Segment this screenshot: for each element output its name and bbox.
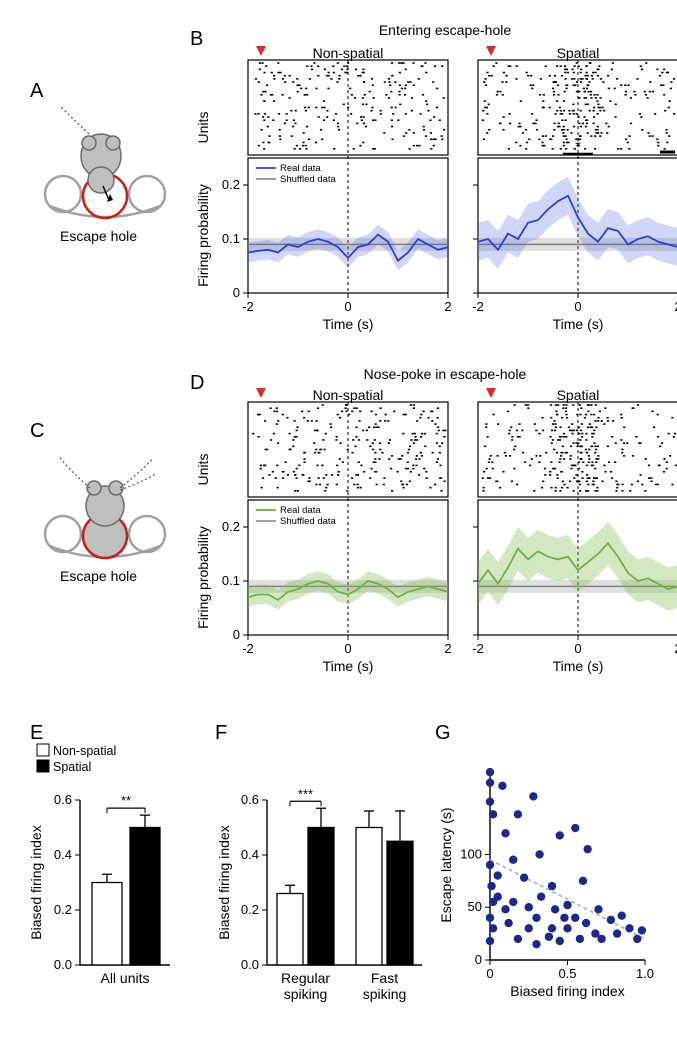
- svg-text:Spatial: Spatial: [557, 387, 600, 403]
- svg-text:Units: Units: [195, 454, 211, 486]
- svg-text:0.4: 0.4: [54, 847, 72, 862]
- escape-hole-label-C: Escape hole: [60, 568, 137, 584]
- svg-text:Regular: Regular: [281, 970, 330, 986]
- svg-text:Time (s): Time (s): [323, 316, 374, 332]
- svg-text:0.2: 0.2: [222, 177, 240, 192]
- svg-text:spiking: spiking: [284, 986, 328, 1002]
- panel-D-title: Nose-poke in escape-hole: [245, 366, 645, 382]
- svg-text:Time (s): Time (s): [553, 658, 604, 674]
- svg-text:Units: Units: [195, 112, 211, 144]
- svg-text:***: ***: [298, 786, 313, 801]
- svg-text:0: 0: [233, 627, 240, 642]
- svg-text:Real data: Real data: [280, 505, 321, 516]
- escape-hole-label-A: Escape hole: [60, 228, 137, 244]
- panel-E-chart: Non-spatial Spatial 0.0 0.2 0.4 0.6 Biased fir…: [25, 740, 210, 1020]
- svg-text:2: 2: [444, 641, 451, 656]
- svg-text:Non-spatial: Non-spatial: [313, 387, 384, 403]
- panel-F-chart: 0.0 0.2 0.4 0.6 Biased firing index *** Regula…: [215, 740, 430, 1020]
- svg-text:Biased firing index: Biased firing index: [28, 825, 44, 939]
- svg-text:Firing probability: Firing probability: [195, 526, 211, 629]
- svg-text:0.1: 0.1: [222, 573, 240, 588]
- figure-root: A B C D E F G Entering escape-hole Nose-…: [20, 20, 657, 1032]
- svg-text:0: 0: [475, 952, 482, 967]
- svg-text:0: 0: [344, 299, 351, 314]
- svg-text:0.0: 0.0: [54, 957, 72, 972]
- panel-D-charts: Units Firing probability Non-spatial 0 0.1 0.…: [190, 382, 660, 697]
- svg-text:50: 50: [468, 899, 482, 914]
- panel-B-charts: Units Firing probability Non-spatial 0 0.1 0.…: [190, 40, 660, 355]
- svg-text:Shuffled data: Shuffled data: [280, 516, 337, 527]
- svg-text:Non-spatial: Non-spatial: [313, 45, 384, 61]
- svg-text:Spatial: Spatial: [557, 45, 600, 61]
- svg-text:0: 0: [486, 966, 493, 981]
- svg-text:Spatial: Spatial: [53, 760, 91, 774]
- svg-text:spiking: spiking: [363, 986, 407, 1002]
- svg-text:100: 100: [460, 846, 482, 861]
- svg-text:0.2: 0.2: [222, 519, 240, 534]
- svg-text:Firing probability: Firing probability: [195, 184, 211, 287]
- svg-text:0: 0: [574, 641, 581, 656]
- svg-text:0.6: 0.6: [241, 792, 259, 807]
- svg-text:**: **: [121, 793, 131, 808]
- svg-text:1.0: 1.0: [636, 966, 654, 981]
- svg-text:2: 2: [444, 299, 451, 314]
- svg-text:Biased firing index: Biased firing index: [216, 825, 232, 939]
- svg-text:All units: All units: [100, 970, 149, 986]
- mouse-schematic-A: [25, 98, 180, 238]
- svg-text:-2: -2: [242, 299, 254, 314]
- svg-text:0.1: 0.1: [222, 231, 240, 246]
- svg-text:Biased firing index: Biased firing index: [510, 983, 624, 999]
- svg-text:0.4: 0.4: [241, 847, 259, 862]
- mouse-schematic-C: [25, 438, 180, 578]
- svg-text:*: *: [575, 138, 581, 154]
- svg-text:0.2: 0.2: [241, 902, 259, 917]
- panel-G-chart: 0 50 100 0 0.5 1.0 Escape latency (s) Biased fi…: [435, 740, 660, 1020]
- panel-B-title: Entering escape-hole: [245, 22, 645, 38]
- svg-text:0: 0: [344, 641, 351, 656]
- svg-text:Non-spatial: Non-spatial: [53, 744, 116, 758]
- svg-text:Fast: Fast: [371, 970, 398, 986]
- svg-text:0.2: 0.2: [54, 902, 72, 917]
- svg-text:Time (s): Time (s): [323, 658, 374, 674]
- svg-text:0.0: 0.0: [241, 957, 259, 972]
- svg-text:Shuffled data: Shuffled data: [280, 174, 337, 185]
- svg-text:0.5: 0.5: [558, 966, 576, 981]
- svg-text:-2: -2: [242, 641, 254, 656]
- svg-text:0: 0: [233, 285, 240, 300]
- svg-text:-2: -2: [472, 299, 484, 314]
- svg-text:0: 0: [574, 299, 581, 314]
- svg-text:Time (s): Time (s): [553, 316, 604, 332]
- svg-text:Real data: Real data: [280, 163, 321, 174]
- svg-text:-2: -2: [472, 641, 484, 656]
- svg-text:0.6: 0.6: [54, 792, 72, 807]
- svg-text:Escape latency (s): Escape latency (s): [438, 807, 454, 922]
